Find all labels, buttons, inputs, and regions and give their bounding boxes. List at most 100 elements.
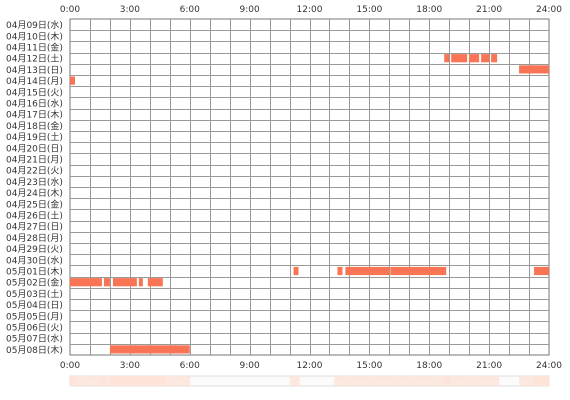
summary-slot [389, 376, 395, 386]
row-label: 04月13日(日) [6, 65, 63, 76]
row-label: 05月02日(金) [6, 277, 63, 289]
activity-bar [103, 278, 110, 287]
x-tick-label-bottom: 24:00 [536, 361, 562, 371]
summary-slot [469, 376, 475, 386]
summary-slot [289, 376, 295, 386]
summary-slot [539, 376, 545, 386]
activity-bar [519, 65, 549, 74]
summary-slot [169, 376, 176, 386]
activity-bars [70, 54, 549, 354]
summary-slot [524, 376, 530, 386]
summary-slot [99, 376, 106, 386]
summary-slot [154, 376, 161, 386]
activity-bar [112, 278, 137, 287]
summary-slot [424, 376, 430, 386]
summary-slot [349, 376, 355, 386]
x-axis-bottom-ticks: 0:00 3:00 6:00 9:00 12:00 15:00 18:00 21:00 24:0… [60, 361, 562, 371]
summary-slot [529, 376, 535, 386]
activity-bar [451, 54, 468, 63]
activity-bar [534, 266, 549, 276]
row-label: 05月07日(水) [6, 333, 63, 345]
row-label: 04月24日(木) [6, 187, 63, 199]
x-tick-label-bottom: 0:00 [60, 361, 80, 371]
row-label: 05月04日(日) [6, 300, 63, 311]
summary-slot [124, 376, 131, 386]
x-tick-label-bottom: 9:00 [240, 361, 260, 371]
summary-slot [104, 376, 111, 386]
x-tick-label-bottom: 6:00 [180, 361, 200, 371]
x-tick-label-bottom: 12:00 [297, 361, 323, 371]
grid-lines [69, 18, 550, 356]
summary-slot [149, 376, 156, 386]
summary-slot [479, 376, 485, 386]
row-label: 04月28日(月) [6, 233, 63, 244]
x-tick-label-top: 21:00 [476, 5, 502, 15]
summary-slot [409, 376, 415, 386]
activity-bar [138, 278, 143, 287]
summary-slot [414, 376, 420, 386]
summary-slot [489, 376, 495, 386]
summary-slot [374, 376, 380, 386]
row-label: 04月29日(火) [6, 244, 63, 255]
row-label: 05月03日(土) [6, 288, 63, 300]
row-label: 04月10日(木) [6, 30, 63, 42]
row-label: 04月15日(火) [6, 87, 63, 98]
summary-slot [439, 376, 445, 386]
x-tick-label-top: 18:00 [416, 5, 442, 15]
summary-slot [119, 376, 126, 386]
activity-bar [491, 54, 498, 63]
summary-slot [334, 376, 340, 386]
summary-slot [369, 376, 375, 386]
row-label: 04月16日(水) [6, 98, 63, 110]
row-label: 04月22日(火) [6, 166, 63, 177]
summary-slot [70, 376, 76, 386]
summary-slot [544, 376, 550, 386]
summary-slot [359, 376, 365, 386]
activity-bar [109, 345, 190, 354]
row-label: 05月06日(火) [6, 323, 63, 334]
x-tick-label-top: 9:00 [240, 5, 260, 15]
y-axis-date-labels: 04月09日(水)04月10日(木)04月11日(金)04月12日(土)04月1… [6, 19, 63, 356]
activity-bar [390, 266, 447, 276]
summary-slot [444, 376, 450, 386]
x-tick-label-top: 0:00 [60, 5, 80, 15]
summary-slot [384, 376, 390, 386]
summary-slot [394, 376, 400, 386]
summary-slot [114, 376, 121, 386]
summary-slot [109, 376, 116, 386]
x-tick-label-top: 15:00 [356, 5, 382, 15]
x-tick-label-bottom: 3:00 [120, 361, 140, 371]
summary-slot [354, 376, 360, 386]
summary-slot [184, 376, 191, 386]
row-label: 04月09日(水) [6, 19, 63, 31]
summary-slot [419, 376, 425, 386]
summary-slot [174, 376, 181, 386]
summary-strip [69, 375, 550, 387]
row-label: 04月11日(金) [6, 42, 63, 54]
x-tick-label-top: 24:00 [536, 5, 562, 15]
x-tick-label-bottom: 21:00 [476, 361, 502, 371]
summary-slot [84, 376, 91, 386]
x-tick-label-bottom: 15:00 [356, 361, 382, 371]
summary-slot [399, 376, 405, 386]
activity-bar [70, 278, 102, 287]
x-tick-label-bottom: 18:00 [416, 361, 442, 371]
summary-slot [79, 376, 86, 386]
row-label: 05月08日(木) [6, 344, 63, 356]
row-label: 04月23日(水) [6, 176, 63, 188]
row-label: 04月18日(金) [6, 120, 63, 132]
row-label: 04月27日(日) [6, 222, 63, 233]
row-label: 04月14日(月) [6, 76, 63, 87]
summary-slot [484, 376, 490, 386]
summary-slot [144, 376, 151, 386]
summary-slot [404, 376, 410, 386]
activity-bar [70, 76, 75, 85]
activity-bar [444, 54, 450, 63]
summary-slot [139, 376, 146, 386]
summary-slot [379, 376, 385, 386]
summary-slot [294, 376, 300, 386]
summary-slot [364, 376, 370, 386]
row-label: 04月12日(土) [6, 53, 63, 65]
summary-slot [89, 376, 96, 386]
